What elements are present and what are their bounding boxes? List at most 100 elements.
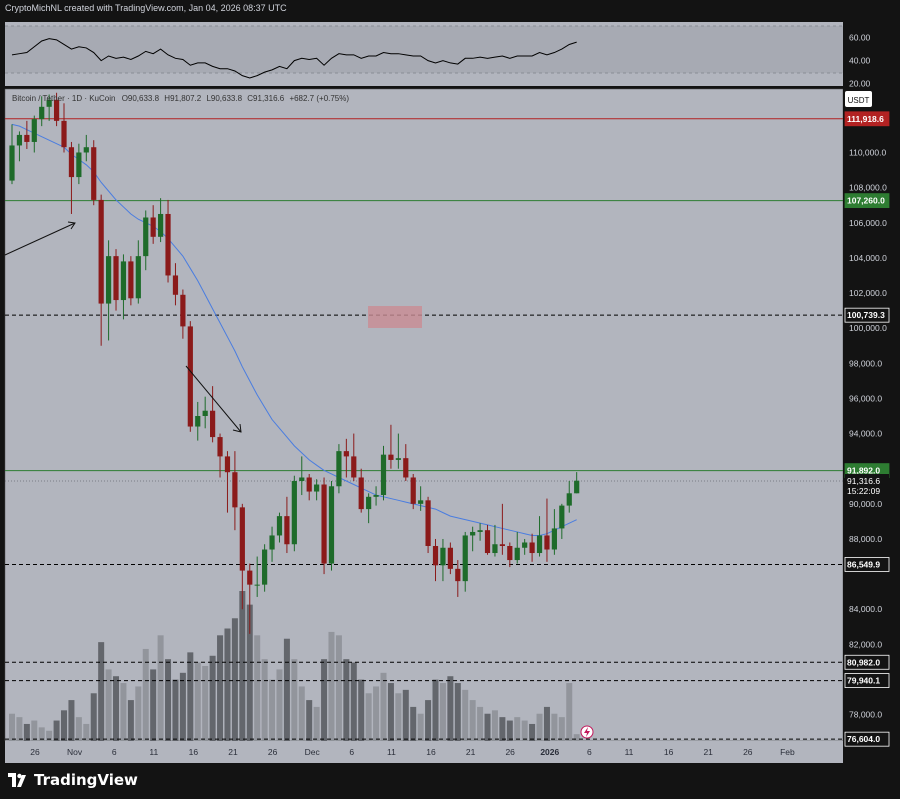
candle[interactable] bbox=[39, 96, 45, 127]
volume-bar bbox=[529, 723, 536, 741]
candle[interactable] bbox=[536, 516, 543, 557]
currency-button[interactable]: USDT bbox=[845, 91, 872, 107]
candle[interactable] bbox=[180, 289, 186, 339]
trend-arrow-down[interactable] bbox=[185, 365, 242, 433]
rsi-tick-label: 60.00 bbox=[849, 33, 871, 43]
candle[interactable] bbox=[135, 240, 141, 304]
candle[interactable] bbox=[544, 498, 550, 562]
candle[interactable] bbox=[514, 531, 520, 564]
volume-bar bbox=[217, 635, 224, 741]
candle[interactable] bbox=[31, 115, 37, 153]
candle[interactable] bbox=[150, 205, 156, 244]
candle[interactable] bbox=[16, 131, 23, 162]
candle[interactable] bbox=[291, 475, 297, 552]
candle[interactable] bbox=[418, 486, 424, 511]
candle[interactable] bbox=[425, 496, 431, 554]
candle[interactable] bbox=[551, 509, 557, 555]
candle[interactable] bbox=[98, 194, 104, 346]
candle[interactable] bbox=[254, 556, 260, 597]
candle[interactable] bbox=[232, 451, 238, 531]
candle[interactable] bbox=[202, 396, 208, 429]
supply-zone-box[interactable] bbox=[368, 306, 422, 328]
candle[interactable] bbox=[239, 503, 245, 610]
candle[interactable] bbox=[403, 444, 409, 481]
candle[interactable] bbox=[83, 134, 89, 162]
candle[interactable] bbox=[284, 496, 290, 554]
candle[interactable] bbox=[484, 524, 491, 555]
candle[interactable] bbox=[224, 451, 231, 513]
candle[interactable] bbox=[366, 493, 372, 524]
candle[interactable] bbox=[195, 401, 201, 441]
candle[interactable] bbox=[470, 526, 476, 552]
candle[interactable] bbox=[566, 481, 572, 513]
chart-canvas[interactable]: Bitcoin / Tether · 1D · KuCoin O90,633.8… bbox=[0, 0, 900, 763]
y-tick-label: 94,000.0 bbox=[849, 429, 882, 439]
candle[interactable] bbox=[358, 468, 364, 513]
candle[interactable] bbox=[492, 524, 498, 557]
candle[interactable] bbox=[574, 472, 580, 494]
candle[interactable] bbox=[462, 531, 468, 592]
candle[interactable] bbox=[61, 103, 67, 153]
candle[interactable] bbox=[477, 523, 483, 541]
candle[interactable] bbox=[165, 199, 171, 283]
candle[interactable] bbox=[306, 473, 312, 501]
candle[interactable] bbox=[336, 444, 342, 494]
volume-bar bbox=[261, 659, 268, 741]
candle[interactable] bbox=[217, 433, 223, 478]
level-label: 111,918.6 bbox=[844, 111, 890, 127]
level-value: 111,918.6 bbox=[847, 114, 884, 124]
candle[interactable] bbox=[455, 560, 461, 597]
candle[interactable] bbox=[210, 386, 216, 443]
candle[interactable] bbox=[247, 563, 253, 634]
candle[interactable] bbox=[447, 542, 453, 575]
candle[interactable] bbox=[9, 124, 15, 185]
volume-bar bbox=[61, 710, 68, 741]
level-label: 86,549.9 bbox=[844, 557, 890, 572]
candle[interactable] bbox=[314, 479, 320, 501]
candle[interactable] bbox=[262, 544, 268, 592]
candle[interactable] bbox=[321, 477, 327, 575]
candle[interactable] bbox=[172, 263, 179, 306]
candle[interactable] bbox=[120, 254, 127, 320]
candle[interactable] bbox=[410, 473, 416, 510]
candle[interactable] bbox=[343, 438, 349, 478]
candle[interactable] bbox=[299, 456, 305, 496]
candle[interactable] bbox=[559, 503, 565, 539]
legend-symbol: Bitcoin / Tether · 1D · KuCoin bbox=[12, 94, 115, 103]
candle[interactable] bbox=[187, 321, 193, 432]
candle[interactable] bbox=[440, 538, 446, 582]
candle[interactable] bbox=[128, 256, 134, 306]
candle[interactable] bbox=[105, 240, 112, 341]
candle[interactable] bbox=[24, 120, 30, 149]
y-tick-label: 82,000.0 bbox=[849, 639, 882, 649]
candle[interactable] bbox=[380, 445, 387, 501]
candle[interactable] bbox=[499, 503, 505, 555]
candle[interactable] bbox=[269, 526, 275, 562]
candle[interactable] bbox=[91, 140, 97, 206]
candle[interactable] bbox=[395, 433, 401, 469]
candle[interactable] bbox=[76, 143, 82, 185]
trend-arrow-up[interactable] bbox=[4, 221, 76, 256]
candle[interactable] bbox=[351, 433, 357, 481]
candle[interactable] bbox=[328, 481, 335, 571]
volume-bar bbox=[469, 700, 476, 741]
candle[interactable] bbox=[53, 92, 60, 127]
candle[interactable] bbox=[143, 210, 149, 271]
candle[interactable] bbox=[388, 424, 394, 469]
candle[interactable] bbox=[522, 538, 528, 555]
candle[interactable] bbox=[373, 486, 379, 506]
lightning-icon[interactable] bbox=[580, 725, 594, 739]
tradingview-brand[interactable]: TradingView bbox=[8, 771, 138, 789]
candle[interactable] bbox=[276, 512, 283, 543]
candle[interactable] bbox=[113, 249, 119, 311]
candle[interactable] bbox=[432, 538, 439, 582]
moving-average-line bbox=[11, 123, 577, 536]
candle[interactable] bbox=[68, 141, 75, 214]
time-axis[interactable] bbox=[5, 741, 843, 763]
candle[interactable] bbox=[46, 94, 52, 121]
volume-bar bbox=[142, 648, 149, 741]
candle[interactable] bbox=[529, 533, 535, 562]
rsi-scale[interactable] bbox=[843, 22, 900, 89]
candle[interactable] bbox=[507, 542, 513, 568]
candle[interactable] bbox=[158, 198, 164, 243]
